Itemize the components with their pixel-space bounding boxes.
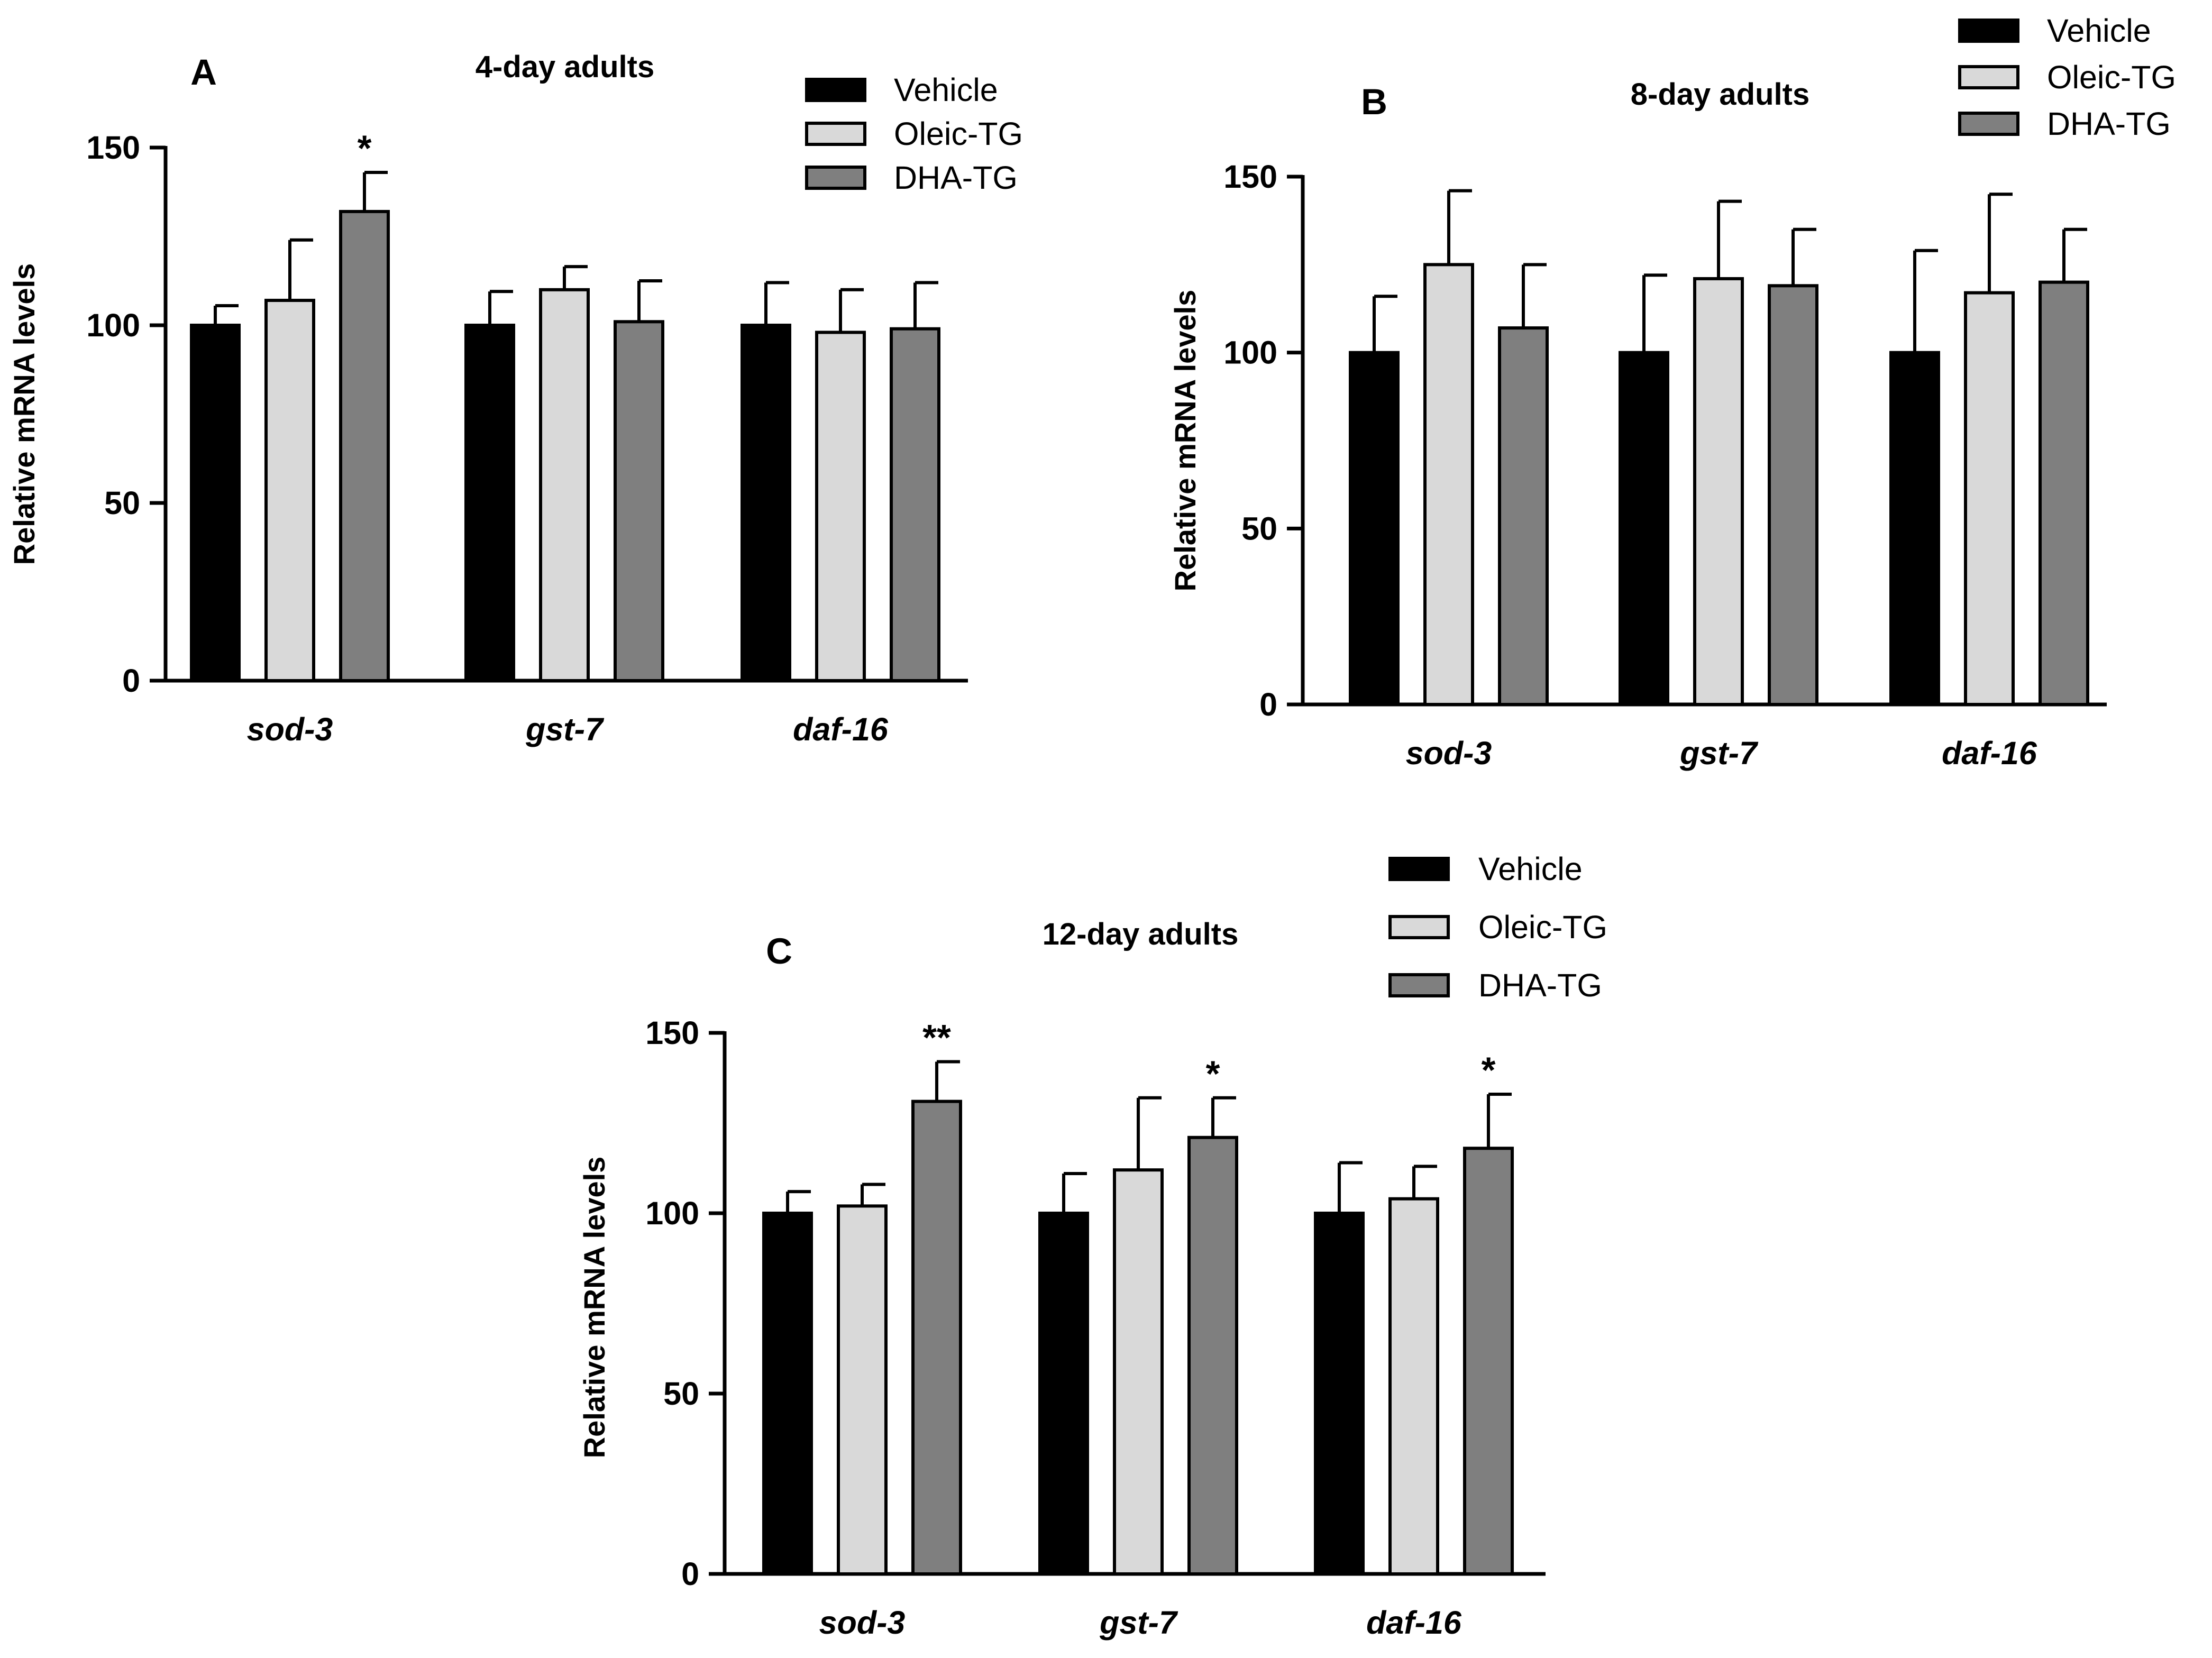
bar (1498, 326, 1549, 706)
x-category-label: gst-7 (525, 711, 605, 747)
legend-swatch (1388, 857, 1450, 881)
y-tick-label: 150 (86, 130, 140, 166)
panel-letter: A (190, 52, 217, 93)
y-tick-label: 50 (663, 1376, 699, 1412)
bar (1314, 1212, 1365, 1575)
chart-panel-a: A 4-day adults 0 50 100 150 Relative mRNA leve… (7, 50, 1023, 747)
bar (837, 1204, 888, 1576)
significance-marker: * (1206, 1054, 1220, 1094)
y-tick-label: 100 (1223, 335, 1277, 371)
bar (1889, 351, 1940, 706)
chart-title: 4-day adults (476, 50, 654, 84)
legend-label: Oleic-TG (2047, 59, 2176, 95)
legend-label: Vehicle (2047, 13, 2151, 49)
bar (911, 1100, 962, 1576)
legend-swatch (1958, 112, 2019, 136)
bar (614, 320, 664, 682)
legend-label: Vehicle (1478, 851, 1583, 887)
bar (464, 324, 515, 682)
bar (1768, 284, 1818, 706)
bar (890, 327, 940, 682)
legend-swatch (805, 122, 866, 146)
legend-swatch (805, 78, 866, 102)
y-tick-label: 50 (1241, 510, 1277, 546)
bar (190, 324, 241, 682)
bar (741, 324, 791, 682)
panel-letter: C (766, 931, 792, 972)
x-category-label: daf-16 (1942, 735, 2037, 771)
bar (1463, 1147, 1514, 1575)
y-tick-label: 150 (1223, 159, 1277, 195)
x-category-label: sod-3 (1406, 735, 1492, 771)
y-tick-label: 50 (104, 485, 140, 521)
significance-marker: * (1482, 1050, 1496, 1091)
legend-swatch (1388, 915, 1450, 939)
x-category-label: sod-3 (819, 1605, 906, 1641)
y-tick-label: 100 (86, 307, 140, 343)
legend-swatch (1388, 973, 1450, 997)
chart-panel-c: C 12-day adults 0 50 100 150 Relative mRNA lev… (578, 851, 1607, 1641)
bar (1964, 291, 2015, 706)
bar (1388, 1197, 1439, 1575)
bar (1113, 1168, 1164, 1575)
bar (264, 298, 315, 682)
x-category-label: daf-16 (793, 711, 889, 747)
y-tick-label: 0 (1259, 686, 1277, 722)
bar (815, 331, 866, 682)
chart-panel-b: B 8-day adults 0 50 100 150 Relative mRNA leve… (1168, 13, 2176, 771)
bar (1187, 1135, 1238, 1575)
legend-label: Vehicle (894, 72, 998, 108)
legend-swatch (1958, 65, 2019, 89)
y-axis-label: Relative mRNA levels (7, 263, 41, 565)
legend-label: Oleic-TG (1478, 909, 1607, 945)
bar (1349, 351, 1400, 706)
bar (1619, 351, 1669, 706)
legend-label: DHA-TG (2047, 106, 2171, 142)
chart-title: 8-day adults (1631, 77, 1809, 112)
bar (2039, 280, 2089, 706)
chart-title: 12-day adults (1043, 917, 1239, 951)
bar (539, 288, 590, 682)
y-axis-label: Relative mRNA levels (578, 1157, 611, 1459)
significance-marker: * (358, 128, 372, 169)
y-tick-label: 150 (645, 1015, 699, 1051)
bar (1423, 263, 1474, 707)
x-category-label: gst-7 (1099, 1605, 1178, 1641)
legend-label: DHA-TG (1478, 967, 1602, 1003)
y-tick-label: 0 (122, 663, 140, 699)
legend-label: Oleic-TG (894, 116, 1023, 152)
significance-marker: ** (922, 1018, 951, 1058)
y-axis-label: Relative mRNA levels (1168, 290, 1202, 592)
legend-swatch (1958, 19, 2019, 43)
y-tick-label: 0 (681, 1556, 699, 1592)
x-category-label: gst-7 (1679, 735, 1759, 771)
y-tick-label: 100 (645, 1195, 699, 1231)
x-category-label: daf-16 (1366, 1605, 1462, 1641)
x-category-label: sod-3 (247, 711, 333, 747)
bar (762, 1212, 813, 1575)
legend-swatch (805, 166, 866, 190)
bar (1693, 277, 1744, 706)
bar (339, 209, 390, 682)
panel-letter: B (1361, 81, 1387, 122)
bar (1038, 1212, 1089, 1575)
legend-label: DHA-TG (894, 160, 1018, 196)
